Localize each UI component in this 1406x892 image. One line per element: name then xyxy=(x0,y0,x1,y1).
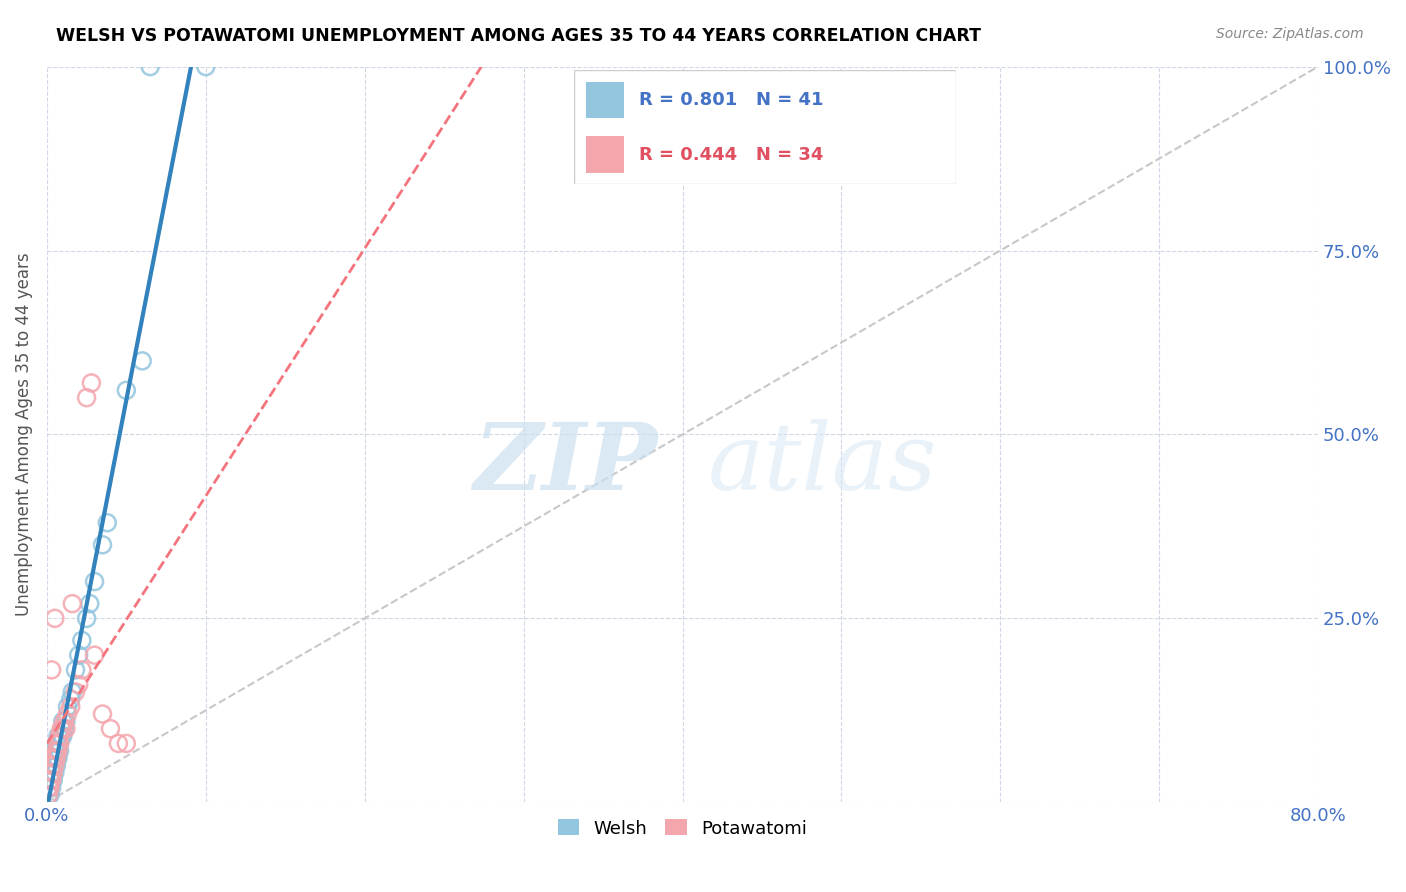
Point xyxy=(76,611,98,625)
Point xyxy=(96,516,118,530)
Point xyxy=(70,633,93,648)
Point xyxy=(52,729,75,743)
Point xyxy=(44,758,66,772)
Point xyxy=(55,714,77,729)
Point xyxy=(44,744,66,758)
Point xyxy=(48,736,70,750)
Point xyxy=(83,574,105,589)
Point xyxy=(131,354,153,368)
Point xyxy=(42,765,65,780)
Point xyxy=(52,722,75,736)
Point xyxy=(39,780,62,795)
Point xyxy=(42,773,65,788)
Point xyxy=(45,736,67,750)
Point xyxy=(59,692,82,706)
Point xyxy=(83,648,105,662)
Point xyxy=(67,677,90,691)
Point xyxy=(48,744,70,758)
Point xyxy=(100,722,122,736)
Point xyxy=(46,736,69,750)
Point xyxy=(41,773,63,788)
Point xyxy=(44,751,66,765)
Point xyxy=(39,780,62,795)
Text: WELSH VS POTAWATOMI UNEMPLOYMENT AMONG AGES 35 TO 44 YEARS CORRELATION CHART: WELSH VS POTAWATOMI UNEMPLOYMENT AMONG A… xyxy=(56,27,981,45)
Point xyxy=(42,758,65,772)
Point xyxy=(48,736,70,750)
Point xyxy=(46,744,69,758)
Text: atlas: atlas xyxy=(709,419,938,508)
Point xyxy=(46,729,69,743)
Point xyxy=(45,751,67,765)
Point xyxy=(194,60,217,74)
Point xyxy=(91,706,114,721)
Point xyxy=(65,685,87,699)
Point xyxy=(115,384,138,398)
Point xyxy=(70,663,93,677)
Point xyxy=(59,699,82,714)
Point xyxy=(37,788,59,802)
Legend: Welsh, Potawatomi: Welsh, Potawatomi xyxy=(550,812,814,845)
Point xyxy=(60,685,83,699)
Point xyxy=(56,706,79,721)
Point xyxy=(139,60,162,74)
Point xyxy=(39,788,62,802)
Point xyxy=(46,751,69,765)
Point xyxy=(42,765,65,780)
Point xyxy=(42,751,65,765)
Point xyxy=(91,538,114,552)
Point xyxy=(115,736,138,750)
Point xyxy=(67,648,90,662)
Text: Source: ZipAtlas.com: Source: ZipAtlas.com xyxy=(1216,27,1364,41)
Point xyxy=(51,722,73,736)
Point xyxy=(45,758,67,772)
Point xyxy=(41,765,63,780)
Point xyxy=(44,765,66,780)
Point xyxy=(45,744,67,758)
Point xyxy=(65,663,87,677)
Point xyxy=(53,714,76,729)
Point xyxy=(44,758,66,772)
Point xyxy=(41,773,63,788)
Point xyxy=(44,611,66,625)
Point xyxy=(48,729,70,743)
Point xyxy=(80,376,103,390)
Point xyxy=(37,788,59,802)
Point xyxy=(37,780,59,795)
Point xyxy=(41,663,63,677)
Point xyxy=(60,597,83,611)
Point xyxy=(46,744,69,758)
Point xyxy=(41,758,63,772)
Point xyxy=(107,736,129,750)
Point xyxy=(45,751,67,765)
Point xyxy=(55,722,77,736)
Point xyxy=(79,597,101,611)
Point xyxy=(39,773,62,788)
Text: ZIP: ZIP xyxy=(472,419,657,508)
Point xyxy=(76,391,98,405)
Point xyxy=(41,780,63,795)
Point xyxy=(56,699,79,714)
Point xyxy=(53,722,76,736)
Y-axis label: Unemployment Among Ages 35 to 44 years: Unemployment Among Ages 35 to 44 years xyxy=(15,252,32,616)
Point xyxy=(51,729,73,743)
Point xyxy=(52,714,75,729)
